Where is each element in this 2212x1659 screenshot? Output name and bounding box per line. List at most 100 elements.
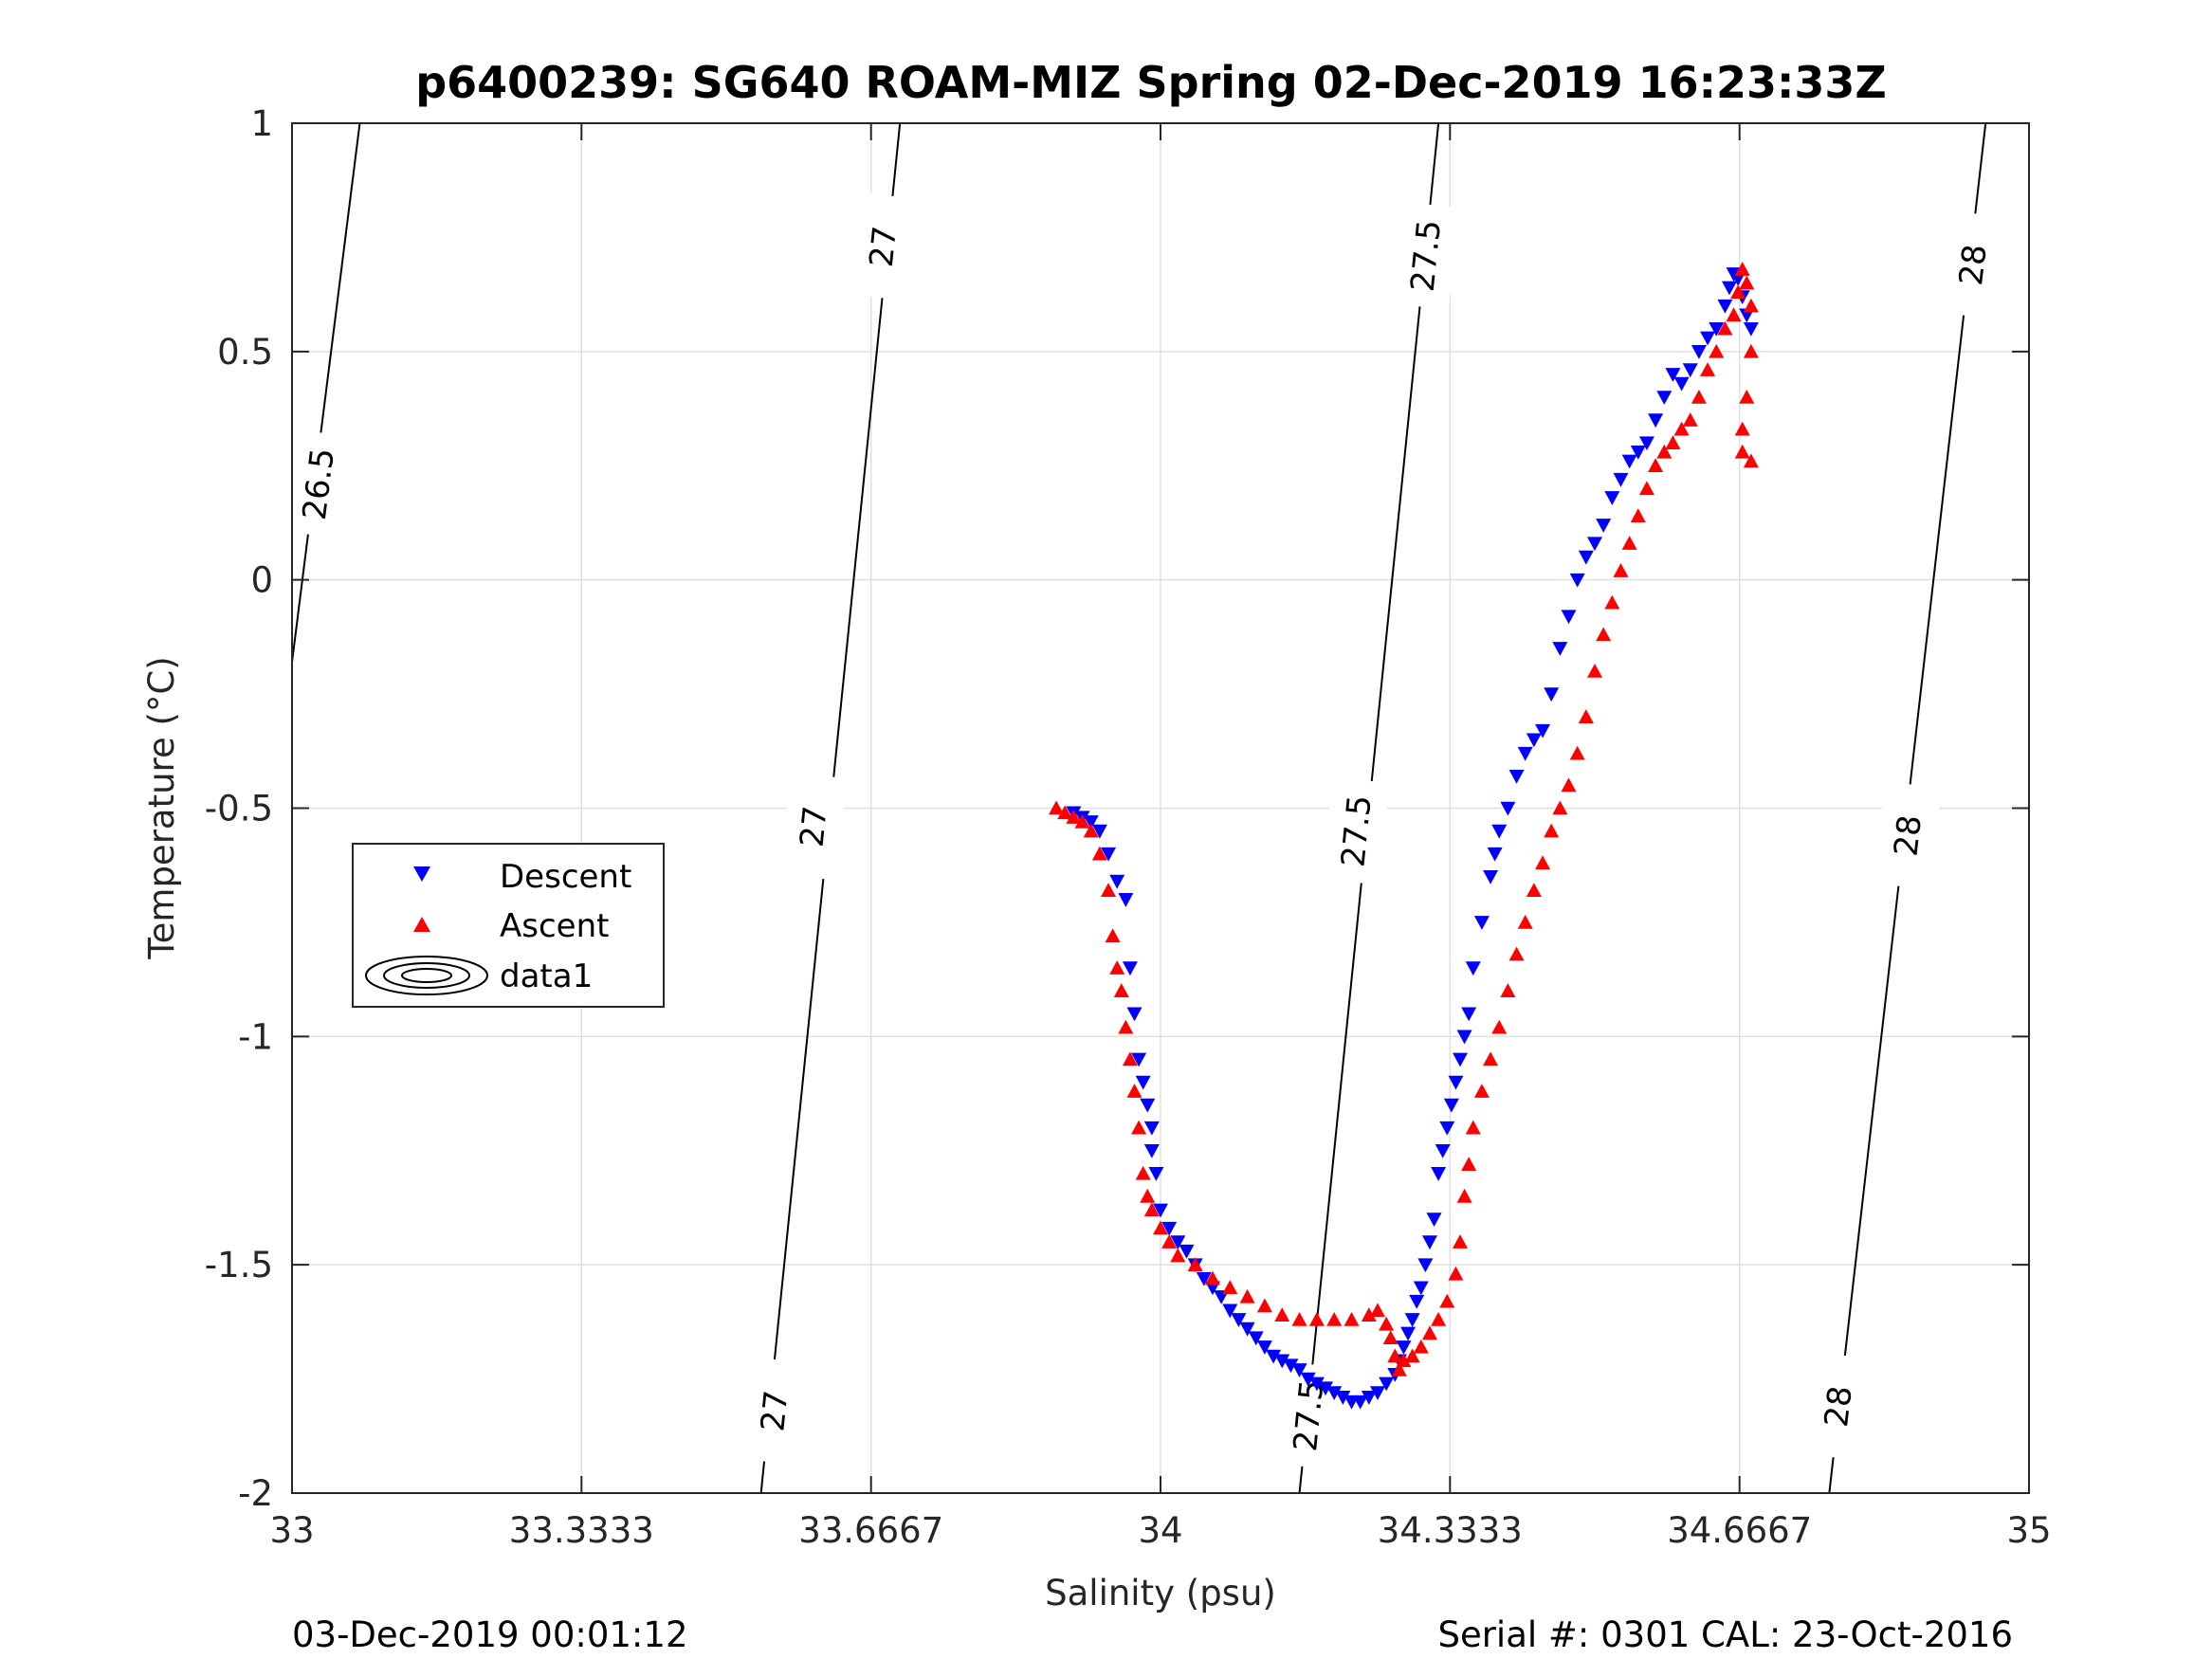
- contour-label-gap: [849, 192, 917, 301]
- ascent-point: [1143, 1202, 1160, 1217]
- descent-point: [1487, 847, 1503, 862]
- ascent-point: [1465, 1120, 1481, 1135]
- ascent-point: [1743, 343, 1759, 358]
- x-tick-label: 33.3333: [509, 1510, 654, 1551]
- ascent-point: [1739, 390, 1755, 404]
- ascent-point: [1308, 1311, 1325, 1326]
- ascent-point: [1170, 1248, 1186, 1263]
- ascent-point: [1122, 1051, 1138, 1066]
- descent-point: [1743, 321, 1759, 337]
- x-tick-label: 35: [2006, 1510, 2051, 1551]
- descent-point: [1421, 1235, 1437, 1250]
- ascent-point: [1743, 298, 1759, 313]
- ascent-point: [1113, 983, 1129, 997]
- descent-point: [1122, 961, 1138, 976]
- descent-point: [1140, 1098, 1156, 1113]
- contour-label-gap: [1873, 781, 1942, 890]
- descent-point: [1613, 472, 1629, 487]
- descent-point: [1308, 1376, 1325, 1392]
- ascent-point: [1361, 1307, 1377, 1322]
- ascent-point: [1379, 1316, 1395, 1331]
- descent-point: [1283, 1358, 1299, 1374]
- descent-point: [1682, 363, 1698, 378]
- contour-label: 27: [863, 225, 905, 269]
- descent-point: [1465, 961, 1481, 976]
- ascent-point: [1682, 412, 1698, 427]
- x-tick-label: 33: [269, 1510, 314, 1551]
- ascent-point: [1118, 1019, 1134, 1034]
- descent-point: [1083, 815, 1099, 830]
- descent-point: [1544, 687, 1560, 702]
- descent-point: [1417, 1258, 1434, 1273]
- descent-point: [1335, 1391, 1351, 1405]
- ascent-point: [1508, 946, 1525, 961]
- ascent-point: [1726, 307, 1742, 322]
- ascent-point: [1382, 1330, 1398, 1345]
- ascent-point: [1091, 846, 1107, 861]
- ascent-point: [1734, 421, 1750, 436]
- ascent-point: [1561, 777, 1577, 793]
- descent-point: [1604, 491, 1620, 505]
- ascent-point: [1526, 883, 1542, 897]
- contour-label-gap: [1803, 1352, 1873, 1461]
- legend: Descent Ascent data1: [352, 843, 665, 1008]
- descent-point: [1453, 1052, 1469, 1067]
- descent-point: [1500, 801, 1516, 816]
- descent-point: [1578, 550, 1594, 565]
- descent-point: [1318, 1381, 1334, 1396]
- legend-descent-marker: [413, 866, 430, 882]
- ascent-point: [1544, 823, 1560, 838]
- descent-point: [1396, 1340, 1412, 1355]
- ascent-point: [1109, 960, 1125, 975]
- descent-point: [1231, 1313, 1247, 1327]
- descent-point: [1561, 610, 1577, 625]
- ascent-point: [1621, 536, 1637, 550]
- ascent-point: [1461, 1157, 1477, 1171]
- ascent-point: [1743, 453, 1759, 468]
- descent-point: [1274, 1354, 1290, 1369]
- descent-point: [1126, 1007, 1143, 1022]
- descent-point: [1517, 746, 1533, 761]
- y-tick-label: -2: [238, 1473, 273, 1514]
- contour-label: 28: [1887, 813, 1929, 859]
- descent-point: [1721, 281, 1737, 296]
- descent-point: [1352, 1395, 1368, 1410]
- ascent-point: [1391, 1361, 1407, 1376]
- descent-point: [1435, 1143, 1451, 1158]
- ascent-point: [1413, 1339, 1429, 1354]
- ascent-point: [1057, 805, 1073, 820]
- x-axis-ticks: 33 33.3333 33.6667 34 34.3333 34.6667 35: [269, 123, 2052, 1551]
- chart-title: p6400239: SG640 ROAM-MIZ Spring 02-Dec-2…: [415, 57, 1887, 108]
- ascent-point: [1665, 435, 1681, 449]
- descent-point: [1153, 1203, 1168, 1218]
- ascent-point: [1066, 810, 1082, 824]
- contour-label-gap: [740, 1357, 808, 1466]
- ascent-point: [1578, 709, 1594, 723]
- ascent-point: [1135, 1165, 1151, 1180]
- ascent-point: [1074, 813, 1090, 829]
- contour-label: 28: [1818, 1384, 1860, 1430]
- contour-label-gap: [1322, 776, 1390, 885]
- ascent-point: [1204, 1270, 1220, 1285]
- ascent-point: [1291, 1311, 1307, 1326]
- ascent-point: [1700, 362, 1716, 376]
- contour-label-gap: [283, 429, 353, 538]
- y-axis-label: Temperature (°C): [141, 656, 182, 959]
- descent-point: [1638, 436, 1654, 451]
- descent-point: [1431, 1167, 1447, 1181]
- contour-label: 28: [1952, 243, 1995, 288]
- descent-point: [1101, 847, 1117, 862]
- ascent-point: [1734, 444, 1750, 459]
- descent-point: [1291, 1363, 1307, 1377]
- descent-point: [1691, 345, 1707, 359]
- legend-data1-label: data1: [500, 957, 593, 995]
- ascent-point: [1613, 563, 1629, 577]
- descent-point: [1118, 893, 1134, 907]
- ascent-point: [1604, 594, 1620, 610]
- y-tick-label: 1: [250, 103, 273, 144]
- ascent-point: [1140, 1188, 1156, 1203]
- legend-box: [352, 843, 665, 1008]
- y-tick-label: -1.5: [205, 1245, 273, 1285]
- legend-descent-label: Descent: [500, 858, 631, 896]
